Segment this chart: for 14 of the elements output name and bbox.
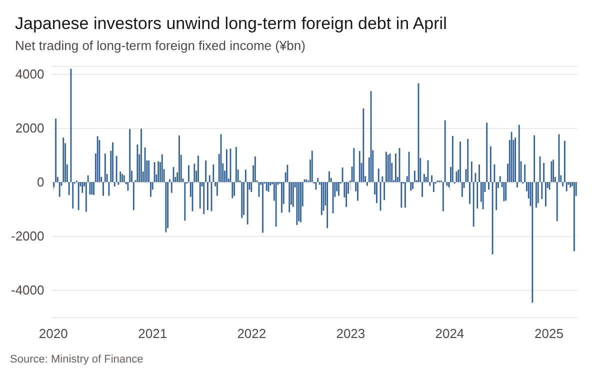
chart-title: Japanese investors unwind long-term foreign debt in April	[15, 14, 447, 33]
x-tick-label: 2020	[38, 326, 68, 341]
y-tick-label: 0	[37, 174, 44, 190]
chart-subtitle: Net trading of long-term foreign fixed income (¥bn)	[15, 38, 306, 53]
source-note: Source: Ministry of Finance	[10, 354, 144, 366]
y-tick-label: 4000	[15, 66, 44, 82]
x-tick-label: 2025	[534, 326, 564, 341]
y-tick-label: -4000	[11, 282, 44, 298]
y-tick-label: -2000	[11, 228, 44, 244]
x-tick-label: 2022	[237, 326, 266, 341]
x-tick-label: 2021	[138, 326, 168, 341]
x-tick-label: 2023	[336, 326, 366, 341]
y-tick-label: 2000	[15, 120, 44, 136]
x-tick-label: 2024	[435, 326, 464, 341]
